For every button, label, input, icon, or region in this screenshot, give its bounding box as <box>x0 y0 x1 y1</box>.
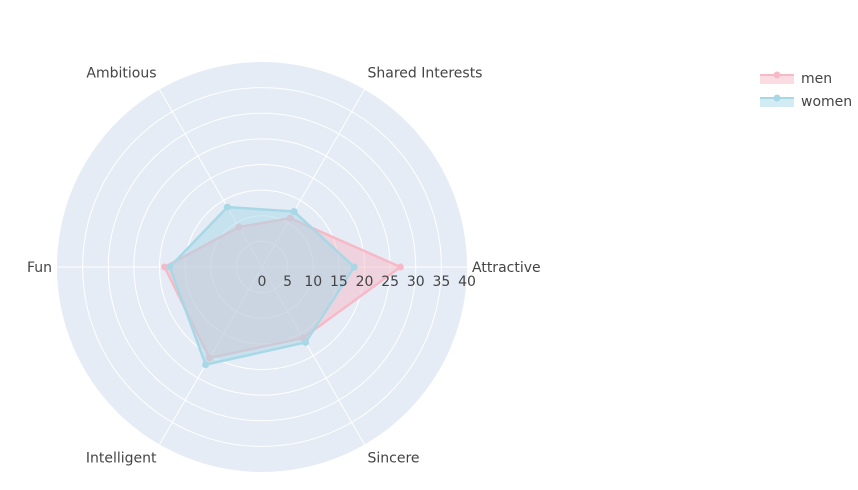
radial-tick-label: 20 <box>356 274 374 290</box>
data-point-women-attractive[interactable] <box>350 263 358 271</box>
radial-tick-label: 10 <box>304 274 322 290</box>
legend-label: men <box>801 71 832 87</box>
series-women <box>166 203 358 369</box>
radial-tick-label: 30 <box>407 274 425 290</box>
data-point-women-fun[interactable] <box>166 263 174 271</box>
data-point-women-sincere[interactable] <box>302 338 310 346</box>
radial-tick-label: 15 <box>330 274 348 290</box>
legend-marker <box>773 94 781 102</box>
legend: men women <box>760 71 852 110</box>
data-point-women-ambitious[interactable] <box>223 203 231 211</box>
category-label-ambitious: Ambitious <box>86 65 156 81</box>
radial-tick-label: 40 <box>458 274 476 290</box>
data-point-men-fun[interactable] <box>161 263 169 271</box>
legend-label: women <box>801 94 852 110</box>
category-label-fun: Fun <box>27 260 52 276</box>
radial-tick-label: 35 <box>432 274 450 290</box>
series-layer <box>161 203 404 369</box>
legend-item-men[interactable]: men <box>760 71 832 87</box>
data-point-men-attractive[interactable] <box>396 263 404 271</box>
radial-tick-label: 25 <box>381 274 399 290</box>
legend-item-women[interactable]: women <box>760 94 852 110</box>
category-labels: Attractive Sincere Intelligent Fun Ambitious… <box>27 65 541 466</box>
category-label-sincere: Sincere <box>368 451 420 467</box>
data-point-women-intelligent[interactable] <box>202 361 210 369</box>
radial-tick-labels: 0 5 10 15 20 25 30 35 40 <box>258 274 476 290</box>
radial-tick-label: 0 <box>258 274 267 290</box>
category-label-intelligent: Intelligent <box>86 451 157 467</box>
data-point-women-shared-interests[interactable] <box>290 208 298 216</box>
radial-tick-label: 5 <box>283 274 292 290</box>
legend-marker <box>773 71 781 79</box>
category-label-shared-interests: Shared Interests <box>368 65 483 81</box>
legend-swatch <box>760 98 794 107</box>
legend-swatch <box>760 75 794 84</box>
category-label-attractive: Attractive <box>472 260 541 276</box>
